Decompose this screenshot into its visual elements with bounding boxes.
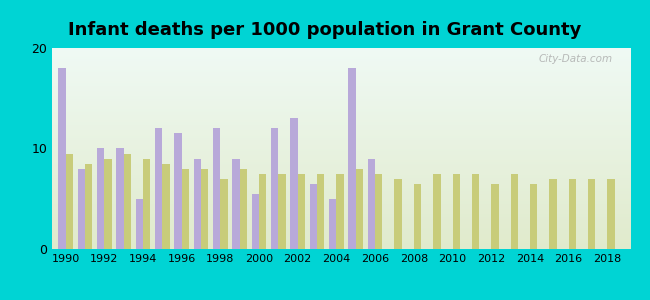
Bar xyxy=(136,199,143,249)
Bar xyxy=(356,169,363,249)
Bar xyxy=(252,194,259,249)
Bar xyxy=(194,158,201,249)
Bar xyxy=(368,158,375,249)
Bar xyxy=(395,178,402,249)
Bar xyxy=(278,174,286,249)
Text: Infant deaths per 1000 population in Grant County: Infant deaths per 1000 population in Gra… xyxy=(68,21,582,39)
Bar xyxy=(607,178,615,249)
Bar xyxy=(85,164,92,249)
Bar xyxy=(213,128,220,249)
Bar xyxy=(162,164,170,249)
Bar xyxy=(124,154,131,249)
Bar xyxy=(291,118,298,249)
Bar xyxy=(77,169,85,249)
Bar xyxy=(549,178,556,249)
Text: City-Data.com: City-Data.com xyxy=(539,54,613,64)
Bar xyxy=(337,174,344,249)
Bar xyxy=(181,169,189,249)
Bar xyxy=(309,184,317,249)
Bar xyxy=(174,134,181,249)
Bar xyxy=(510,174,518,249)
Bar xyxy=(143,158,150,249)
Bar xyxy=(155,128,162,249)
Bar xyxy=(317,174,324,249)
Bar xyxy=(58,68,66,249)
Bar xyxy=(433,174,441,249)
Bar xyxy=(298,174,305,249)
Bar xyxy=(530,184,538,249)
Bar xyxy=(414,184,421,249)
Bar xyxy=(104,158,112,249)
Bar xyxy=(472,174,479,249)
Bar xyxy=(240,169,247,249)
Bar xyxy=(329,199,337,249)
Bar xyxy=(232,158,240,249)
Bar xyxy=(491,184,499,249)
Bar xyxy=(116,148,124,249)
Bar xyxy=(588,178,595,249)
Bar xyxy=(375,174,382,249)
Bar xyxy=(201,169,209,249)
Bar xyxy=(259,174,266,249)
Bar xyxy=(348,68,356,249)
Bar xyxy=(452,174,460,249)
Bar xyxy=(271,128,278,249)
Bar xyxy=(97,148,104,249)
Bar xyxy=(220,178,228,249)
Bar xyxy=(569,178,576,249)
Bar xyxy=(66,154,73,249)
